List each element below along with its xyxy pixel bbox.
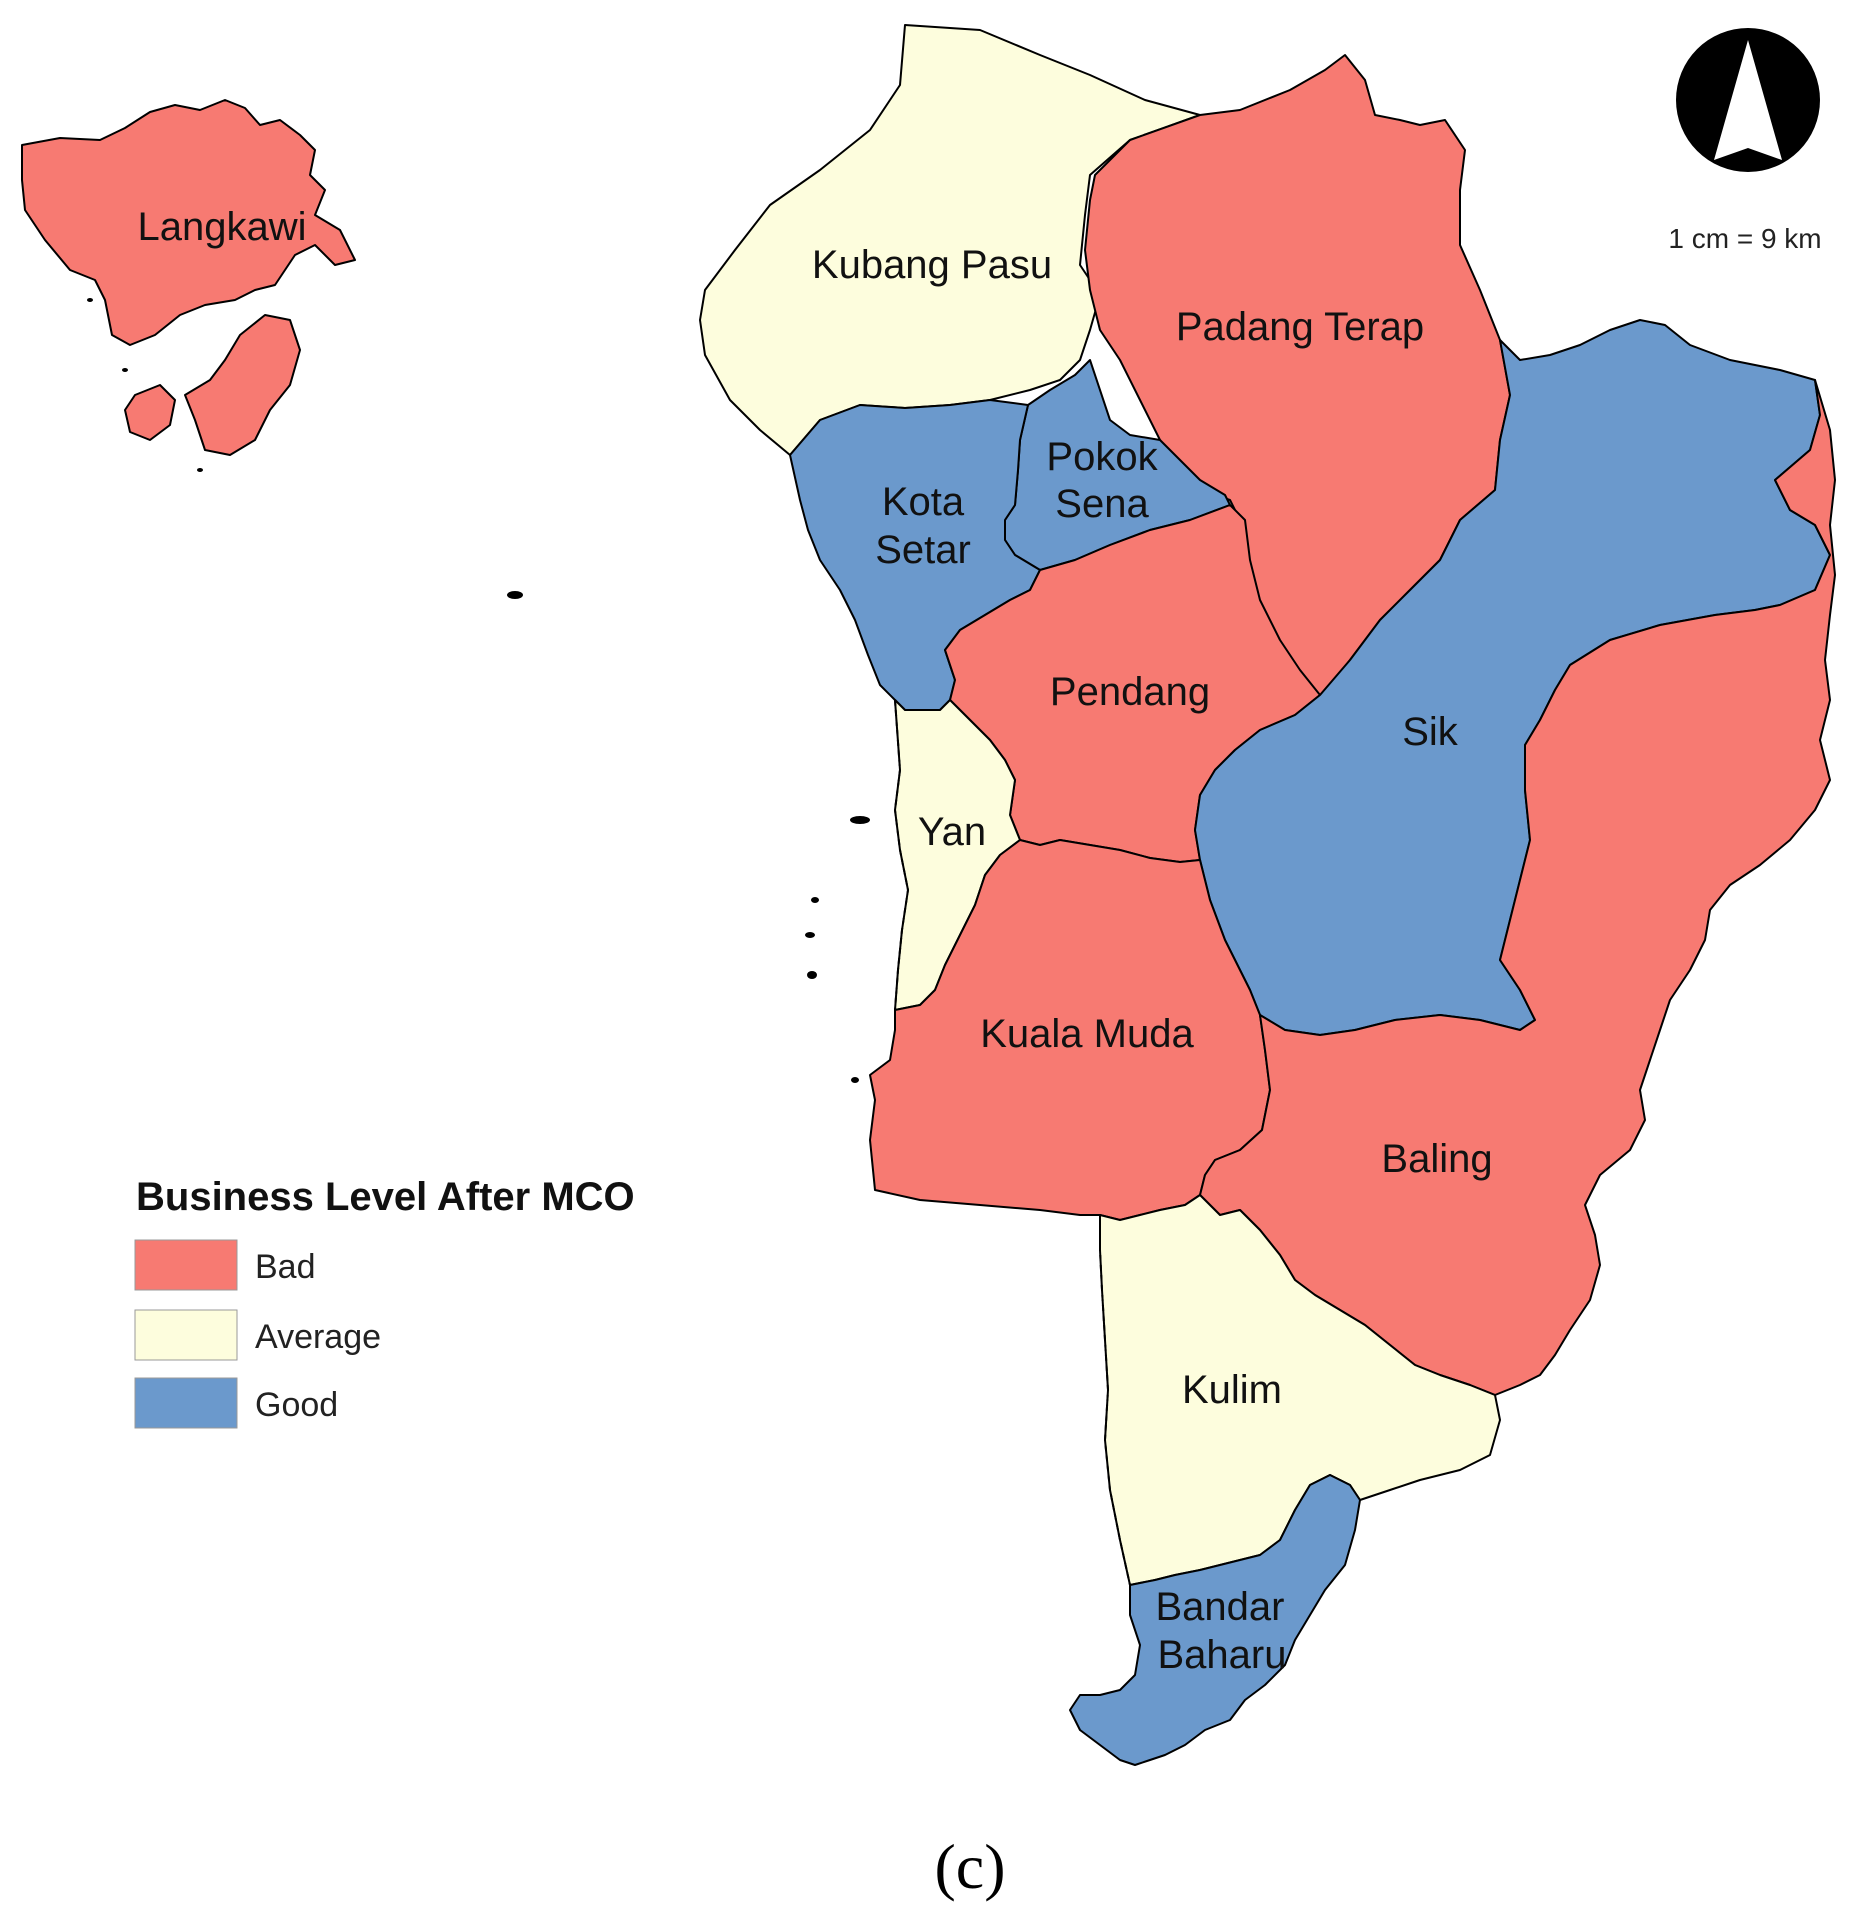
north-arrow-icon: [1676, 28, 1820, 172]
label-yan: Yan: [918, 810, 986, 854]
label-padang-terap: Padang Terap: [1176, 305, 1424, 349]
legend-swatch-bad: [134, 1239, 238, 1291]
label-kubang-pasu: Kubang Pasu: [812, 243, 1052, 287]
islet: [805, 932, 815, 938]
legend-swatch-good: [134, 1377, 238, 1429]
islet: [807, 971, 817, 979]
panel-label: (c): [934, 1831, 1005, 1902]
islet: [87, 298, 93, 302]
label-baling: Baling: [1381, 1137, 1492, 1181]
islet: [851, 1077, 859, 1083]
legend-title: Business Level After MCO: [136, 1175, 635, 1219]
islet: [811, 897, 819, 903]
islet: [850, 816, 870, 824]
label-kota-setar-1: Kota: [882, 480, 965, 524]
legend-swatch-average: [134, 1309, 238, 1361]
legend-label-good: Good: [255, 1386, 338, 1424]
district-langkawi-islet: [124, 384, 176, 441]
label-pokok-sena-2: Sena: [1055, 482, 1149, 526]
islet: [507, 591, 523, 599]
islet: [122, 368, 128, 372]
label-langkawi: Langkawi: [137, 205, 306, 249]
label-pendang: Pendang: [1050, 670, 1210, 714]
label-sik: Sik: [1402, 710, 1459, 754]
district-bandar-baharu: [1069, 1474, 1361, 1766]
legend-label-bad: Bad: [255, 1248, 316, 1286]
scale-label: 1 cm = 9 km: [1668, 223, 1821, 254]
coastline-dash: [893, 699, 910, 1011]
district-langkawi: [21, 99, 356, 346]
coastline-dash-south: [1099, 1215, 1131, 1586]
label-kota-setar-2: Setar: [875, 528, 971, 572]
label-bandar-baharu-2: Baharu: [1158, 1633, 1287, 1677]
district-langkawi-south-island: [184, 314, 301, 456]
islet: [197, 468, 203, 472]
label-kulim: Kulim: [1182, 1368, 1282, 1412]
legend-label-average: Average: [255, 1318, 381, 1356]
label-pokok-sena-1: Pokok: [1046, 435, 1158, 479]
label-kuala-muda: Kuala Muda: [980, 1012, 1194, 1056]
legend: Business Level After MCO Bad Average Goo…: [134, 1175, 635, 1429]
label-bandar-baharu-1: Bandar: [1156, 1585, 1285, 1629]
